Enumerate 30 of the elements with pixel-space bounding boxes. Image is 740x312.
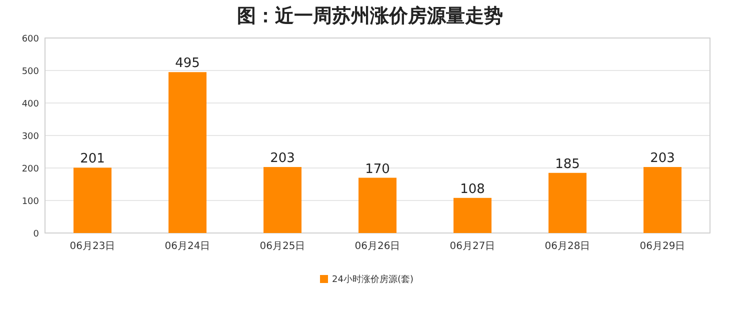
x-tick-label: 06月25日 <box>260 241 306 252</box>
x-tick-label: 06月27日 <box>450 241 496 252</box>
y-tick-label: 100 <box>22 197 40 207</box>
bar <box>644 167 682 233</box>
y-tick-label: 0 <box>33 230 40 240</box>
x-tick-label: 06月24日 <box>164 241 210 252</box>
bar <box>74 168 112 233</box>
chart-title: 图：近一周苏州涨价房源量走势 <box>237 5 503 27</box>
data-label: 185 <box>555 156 580 172</box>
bar <box>168 72 206 233</box>
x-tick-label: 06月23日 <box>70 241 116 252</box>
data-label: 108 <box>460 182 485 197</box>
data-label: 170 <box>365 162 390 177</box>
y-tick-label: 400 <box>22 100 40 110</box>
x-tick-label: 06月28日 <box>544 241 590 252</box>
data-label: 203 <box>270 151 295 166</box>
bar <box>264 167 302 233</box>
data-label: 201 <box>80 152 105 167</box>
data-label: 203 <box>650 151 675 166</box>
data-label: 495 <box>175 56 200 72</box>
x-tick-label: 06月26日 <box>354 241 400 252</box>
y-tick-label: 600 <box>22 34 40 44</box>
y-tick-label: 300 <box>22 132 40 142</box>
y-tick-label: 500 <box>22 67 40 77</box>
bar <box>548 172 586 233</box>
legend-label: 24小时涨价房源(套) <box>332 274 414 285</box>
bar <box>454 198 492 233</box>
x-tick-label: 06月29日 <box>640 241 686 252</box>
bar <box>358 178 396 233</box>
y-tick-label: 200 <box>22 164 40 174</box>
